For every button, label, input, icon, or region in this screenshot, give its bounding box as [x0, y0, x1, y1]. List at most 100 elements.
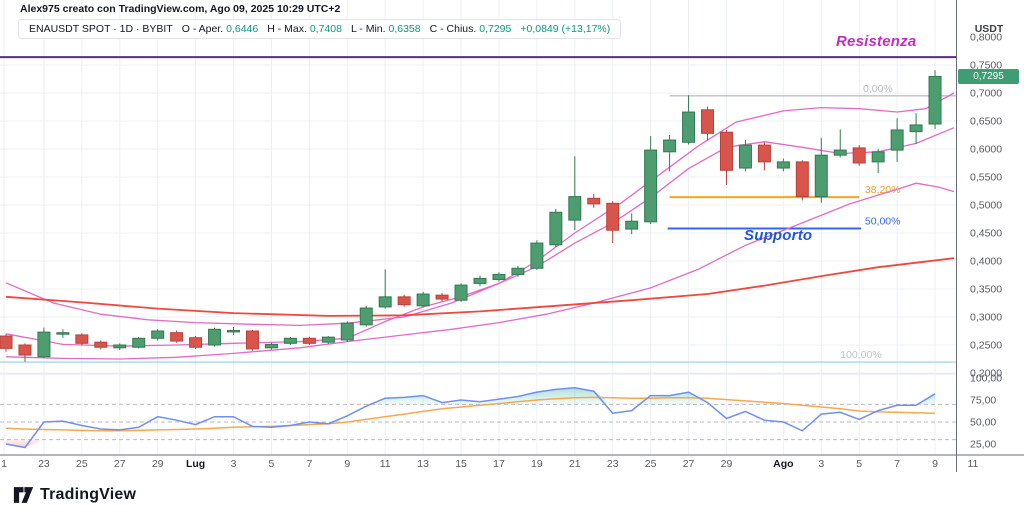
time-axis-label[interactable]: 13 — [417, 458, 429, 470]
price-axis-label[interactable]: 0,5000 — [970, 200, 1002, 212]
time-axis-label[interactable]: 7 — [306, 458, 312, 470]
time-axis-label[interactable]: Lug — [186, 458, 205, 470]
slow-ma-line — [5, 257, 955, 317]
time-axis-label[interactable]: 27 — [114, 458, 126, 470]
candle-body — [56, 332, 70, 335]
fib-label: 38,20% — [865, 184, 901, 196]
indicator-main-line — [5, 386, 936, 449]
candle-body — [416, 293, 430, 307]
candle-body — [852, 147, 866, 164]
price-axis-label[interactable]: 0,6000 — [970, 144, 1002, 156]
candle-body — [37, 331, 51, 358]
tradingview-logo[interactable]: TradingView — [13, 485, 136, 505]
candle-body — [340, 322, 354, 341]
candle-body — [890, 129, 904, 151]
time-axis-label[interactable]: 15 — [455, 458, 467, 470]
time-axis-label[interactable]: 9 — [932, 458, 938, 470]
time-axis-label[interactable]: 5 — [856, 458, 862, 470]
price-axis-label[interactable]: 0,4500 — [970, 228, 1002, 240]
candle-body — [663, 139, 677, 153]
price-axis-label[interactable]: 0,8000 — [970, 32, 1002, 44]
candle-body — [75, 334, 89, 344]
candle-body — [795, 161, 809, 198]
candle-body — [606, 202, 620, 231]
ohlc-high: H - Max. 0,7408 — [267, 23, 342, 35]
candle-body — [738, 144, 752, 169]
indicator-fill — [6, 439, 935, 448]
candle-body — [397, 296, 411, 306]
tradingview-logo-text: TradingView — [40, 486, 137, 503]
time-axis-label[interactable]: 3 — [231, 458, 237, 470]
bollinger-lower-line — [5, 182, 955, 360]
price-axis-label[interactable]: 0,3500 — [970, 284, 1002, 296]
price-axis-label[interactable]: 0,3000 — [970, 312, 1002, 324]
price-axis-label[interactable]: 0,4000 — [970, 256, 1002, 268]
candle-body — [94, 341, 108, 348]
time-axis-label[interactable]: 29 — [152, 458, 164, 470]
candle-body — [587, 197, 601, 205]
symbol-title: ENAUSDT SPOT · 1D · BYBIT — [29, 23, 173, 35]
last-price-badge: 0,7295 — [958, 69, 1019, 84]
candle-body — [132, 337, 146, 348]
time-axis-label[interactable]: 1 — [1, 458, 7, 470]
symbol-legend[interactable]: ENAUSDT SPOT · 1D · BYBIT O - Aper. 0,64… — [18, 19, 622, 39]
time-axis-label[interactable]: 17 — [493, 458, 505, 470]
candle-body — [189, 337, 203, 348]
time-axis-label[interactable]: 21 — [569, 458, 581, 470]
resistance-label: Resistenza — [836, 33, 917, 50]
indicator-axis-label[interactable]: 75,00 — [970, 395, 996, 407]
candle-body — [378, 296, 392, 308]
candle-body — [473, 277, 487, 284]
indicator-axis-label[interactable]: 25,00 — [970, 439, 996, 451]
candle-body — [757, 144, 771, 163]
time-axis-label[interactable]: 29 — [721, 458, 733, 470]
candle-body — [170, 332, 184, 342]
time-axis-label[interactable]: 9 — [344, 458, 350, 470]
time-axis-label[interactable]: 23 — [38, 458, 50, 470]
time-axis-label[interactable]: 25 — [76, 458, 88, 470]
time-axis-label[interactable]: 11 — [380, 458, 391, 470]
price-axis-label[interactable]: 0,5500 — [970, 172, 1002, 184]
currency-axis-label: USDT — [974, 23, 1004, 35]
time-axis-label[interactable]: 5 — [269, 458, 275, 470]
candle-body — [568, 196, 582, 221]
attribution-text: Alex975 creato con TradingView.com, Ago … — [20, 3, 341, 15]
candle-body — [814, 154, 828, 198]
time-axis-label[interactable]: 3 — [818, 458, 824, 470]
tradingview-logo-icon — [13, 487, 34, 503]
candle-body — [719, 131, 733, 171]
footer-strip — [0, 472, 1024, 514]
candle-body — [909, 124, 923, 133]
time-axis-label[interactable]: 27 — [683, 458, 695, 470]
change-value: +0,0849 (+13,17%) — [520, 23, 611, 35]
candle-body — [227, 329, 241, 333]
candle-body — [321, 336, 335, 343]
candle-body — [359, 307, 373, 326]
candle-body — [701, 109, 715, 134]
time-axis-label[interactable]: 7 — [894, 458, 900, 470]
candle-body — [454, 284, 468, 301]
price-axis-label[interactable]: 0,2000 — [970, 368, 1002, 380]
candle-body — [113, 344, 127, 349]
time-axis-label[interactable]: 19 — [531, 458, 543, 470]
price-axis-label[interactable]: 0,2500 — [970, 340, 1002, 352]
indicator-axis-label[interactable]: 50,00 — [970, 417, 996, 429]
ohlc-close: C - Chius. 0,7295 — [429, 23, 512, 35]
fib-label: 0,00% — [863, 83, 893, 95]
price-axis-label[interactable]: 0,7500 — [970, 60, 1002, 72]
indicator-signal-line — [5, 396, 936, 432]
candle-body — [625, 220, 639, 230]
candle-body — [264, 343, 278, 349]
time-axis-label[interactable]: Ago — [773, 458, 793, 470]
fib-label: 100,00% — [840, 349, 881, 361]
time-axis-label[interactable]: 23 — [607, 458, 619, 470]
price-axis-label[interactable]: 0,7000 — [970, 88, 1002, 100]
time-axis-label[interactable]: 11 — [968, 458, 979, 470]
price-axis-label[interactable]: 0,6500 — [970, 116, 1002, 128]
time-axis-label[interactable]: 25 — [645, 458, 657, 470]
candle-body — [871, 151, 885, 163]
candle-body — [208, 328, 222, 346]
indicator-axis-label[interactable]: 100,00 — [970, 373, 1002, 385]
fib-label: 50,00% — [865, 216, 901, 228]
